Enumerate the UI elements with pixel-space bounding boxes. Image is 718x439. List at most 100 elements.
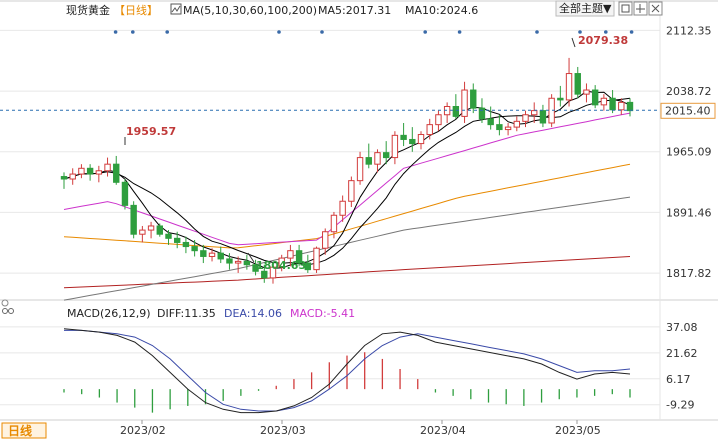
period-tab[interactable]: 日线 — [1, 422, 47, 439]
date-label: 2023/03 — [260, 424, 306, 437]
macd-tick-label: 21.62 — [666, 347, 698, 360]
event-markers — [113, 30, 634, 34]
candle-body — [356, 157, 364, 182]
period-label: 【日线】 — [114, 3, 158, 17]
current-price-value: 2015.40 — [665, 104, 711, 117]
ma10-value: MA10:2024.6 — [405, 4, 478, 17]
candle-body — [304, 262, 312, 271]
candle-body — [78, 167, 85, 175]
candle-body — [217, 252, 224, 260]
event-dot — [113, 30, 118, 34]
price-axis: 2112.35 2038.72 1965.09 1891.46 1817.82 — [666, 24, 712, 280]
macd-dea-value: DEA:14.06 — [224, 307, 282, 320]
candle-body — [504, 126, 512, 131]
candle-body — [252, 264, 259, 272]
candle-body — [243, 260, 251, 266]
candle-body — [409, 138, 416, 145]
candle-body — [583, 89, 590, 95]
candle-body — [130, 204, 137, 235]
candle-body — [60, 176, 68, 180]
ma5-line — [63, 90, 631, 270]
candle-body — [86, 167, 94, 175]
event-dot — [423, 30, 428, 34]
topic-button-label: 全部主题▼ — [559, 1, 612, 15]
ma-settings-icon[interactable] — [170, 3, 182, 15]
candle-body — [478, 107, 486, 120]
macd-diff-value: DIFF:11.35 — [157, 307, 216, 320]
candle-body — [200, 250, 207, 257]
left-scroll-handle[interactable] — [1, 299, 9, 307]
candle-body — [113, 163, 120, 183]
macd-grid — [0, 326, 660, 406]
event-dot — [535, 30, 539, 34]
price-tick-label: 2112.35 — [666, 24, 712, 37]
high-marker — [571, 37, 576, 48]
close-icon[interactable] — [648, 1, 663, 16]
candle-body — [261, 270, 268, 279]
candle-body — [287, 250, 294, 259]
macd-tick-label: 6.17 — [666, 373, 691, 386]
layout-icon[interactable] — [633, 1, 648, 16]
topic-dropdown-button[interactable]: 全部主题▼ — [555, 0, 615, 17]
macd-tick-label: 37.08 — [666, 321, 698, 334]
price-tick-label: 2038.72 — [666, 85, 712, 98]
date-label: 2023/05 — [555, 424, 601, 437]
price-tick-label: 1891.46 — [666, 206, 712, 219]
peak-annotation: 1959.57 — [126, 125, 176, 138]
macd-axis: 37.08 21.62 6.17 -9.29 — [666, 321, 698, 412]
candle-body — [435, 114, 442, 126]
candle-body — [226, 258, 233, 264]
candle-body — [322, 231, 329, 249]
candle-body — [374, 152, 381, 165]
candle-body — [539, 110, 547, 124]
candle-body — [609, 97, 616, 111]
maximize-icon[interactable] — [618, 1, 633, 16]
event-dot — [604, 30, 608, 34]
event-dot — [320, 30, 324, 34]
ma60-line — [63, 163, 631, 249]
candle-body — [626, 101, 634, 112]
candle-body — [139, 229, 146, 235]
price-annotations: 2079.38 1959.57 1804.63 — [124, 34, 628, 272]
event-dot — [457, 30, 462, 34]
candle-body — [470, 89, 477, 109]
candle-body — [513, 120, 520, 128]
ma30-line — [63, 112, 631, 246]
candle-body — [339, 200, 346, 216]
candle-body — [365, 157, 372, 165]
candle-body — [600, 97, 608, 106]
candle-body — [278, 257, 285, 268]
candle-body — [461, 89, 468, 117]
price-tick-label: 1965.09 — [666, 146, 712, 159]
macd-menu-icon[interactable] — [2, 308, 14, 314]
candle-body — [531, 110, 538, 116]
macd-header: MACD(26,12,9) DIFF:11.35 DEA:14.06 MACD:… — [2, 307, 355, 320]
price-grid — [0, 29, 660, 274]
ma10-line — [63, 97, 631, 266]
macd-tick-label: -9.29 — [666, 399, 694, 412]
candle-body — [522, 114, 529, 122]
moving-average-lines — [63, 90, 631, 301]
candle-body — [313, 247, 320, 271]
candle-body — [348, 180, 355, 202]
event-dot — [578, 30, 582, 34]
date-label: 2023/04 — [420, 424, 466, 437]
high-annotation: 2079.38 — [578, 34, 628, 47]
candle-body — [147, 225, 155, 231]
date-axis: 2023/02 2023/03 2023/04 2023/05 — [120, 420, 601, 437]
candle-body — [557, 97, 564, 101]
candle-body — [400, 134, 407, 140]
diff-line — [63, 328, 631, 414]
candle-body — [391, 134, 399, 159]
event-dot — [131, 30, 135, 34]
macd-histogram — [63, 352, 631, 413]
candle-body — [104, 163, 111, 172]
event-dot — [165, 30, 169, 34]
candle-body — [295, 250, 303, 264]
low-marker — [247, 252, 255, 263]
candle-body — [496, 124, 503, 131]
candle-body — [95, 170, 103, 175]
dea-line — [64, 329, 631, 412]
